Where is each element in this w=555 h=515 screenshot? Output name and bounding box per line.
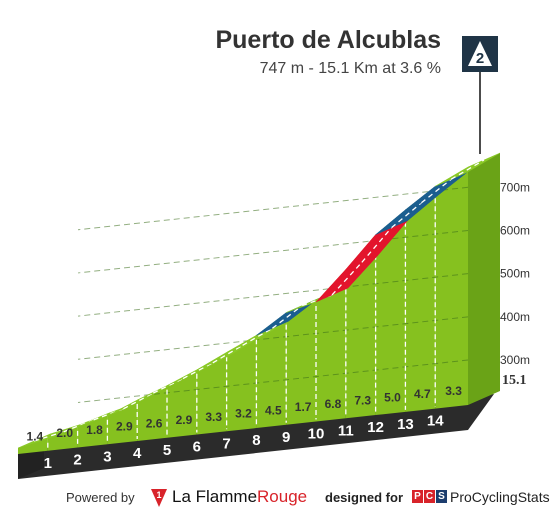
ribbon-centre-dash <box>242 327 273 346</box>
altitude-gridline <box>77 359 469 403</box>
gradient-label: 7.3 <box>354 394 371 408</box>
ribbon-centre-dash <box>182 362 214 380</box>
ribbon-centre-dash <box>391 202 422 229</box>
profile-top-ribbon <box>17 152 501 449</box>
altitude-tick-label: 600m <box>500 223 530 237</box>
km-marker-label: 9 <box>282 429 290 446</box>
altitude-tick-label: 400m <box>500 310 530 324</box>
gradient-label: 3.2 <box>235 407 252 421</box>
pcs-logo-icon: P C S <box>412 490 447 504</box>
climb-profile-chart: 1.4 2.0 1.8 2.9 2.6 2.9 3.3 3.2 4.5 1.7 6.8 7.3 5.0 4… <box>17 36 530 479</box>
gradient-label: 1.4 <box>27 429 44 443</box>
gradient-label: 6.8 <box>325 397 342 411</box>
profile-face <box>286 301 317 425</box>
km-dividers <box>47 190 436 449</box>
profile-face <box>375 209 406 416</box>
gradient-label: 2.6 <box>146 416 163 430</box>
altitude-gridline <box>77 316 469 360</box>
altitude-tick-label: 300m <box>500 353 530 367</box>
svg-text:1: 1 <box>156 490 161 500</box>
profile-face <box>47 426 78 451</box>
flamme-rouge-logo-text: La FlammeRouge <box>172 487 307 507</box>
ribbon-centre-dash <box>421 178 452 204</box>
pcs-letter-s: S <box>436 490 447 503</box>
altitude-gridline <box>77 273 469 317</box>
profile-face <box>77 415 108 448</box>
ribbon-centre-dash <box>272 305 303 329</box>
gradient-label: 2.0 <box>56 426 73 440</box>
profile-face <box>316 269 346 422</box>
gradient-label: 1.8 <box>86 423 103 437</box>
gradient-label: 2.9 <box>176 413 193 427</box>
gradient-label: 4.7 <box>414 387 431 401</box>
category-label: 2 <box>476 50 484 67</box>
ribbon-centre-dash <box>450 159 485 180</box>
climb-subtitle: 747 m - 15.1 Km at 3.6 % <box>259 60 441 77</box>
ribbon-centre-dash <box>123 392 154 410</box>
km-marker-label: 11 <box>338 422 354 439</box>
gradient-label: 1.7 <box>295 400 312 414</box>
pcs-letter-p: P <box>412 490 423 503</box>
profile-face <box>256 312 287 429</box>
ribbon-centre-dash <box>361 227 393 263</box>
distance-label: 15.1 <box>502 373 527 388</box>
altitude-tick-label: 500m <box>500 267 530 281</box>
ribbon-centre-dash <box>212 344 243 364</box>
powered-by-text: Powered by <box>66 490 135 505</box>
km-marker-label: 5 <box>163 442 171 459</box>
km-marker-label: 2 <box>73 452 81 469</box>
profile-face <box>226 335 257 432</box>
ribbon-centre-dash <box>331 261 363 296</box>
gradient-label: 5.0 <box>384 390 401 404</box>
gradient-label: 2.9 <box>116 420 133 434</box>
profile-face <box>405 186 436 412</box>
flamme-rouge-flag-icon: 1 <box>151 489 167 507</box>
km-marker-label: 14 <box>427 413 444 430</box>
profile-face <box>137 385 168 442</box>
km-marker-label: 12 <box>367 419 384 436</box>
mountain-icon <box>468 41 492 66</box>
km-marker-label: 6 <box>193 439 201 456</box>
altitude-gridline <box>77 229 469 274</box>
profile-face <box>107 400 138 445</box>
km-marker-label: 7 <box>222 435 230 452</box>
gradient-label: 4.5 <box>265 403 282 417</box>
flamme-brand-b: Rouge <box>257 487 308 506</box>
pcs-name-text: ProCyclingStats <box>450 489 550 505</box>
profile-face <box>435 167 468 409</box>
pcs-letter-c: C <box>424 490 435 503</box>
km-marker-label: 8 <box>252 432 260 449</box>
profile-base-strip <box>18 394 494 479</box>
km-marker-label: 3 <box>103 448 111 465</box>
km-marker-label: 13 <box>397 416 414 433</box>
altitude-gridline <box>77 186 469 231</box>
climb-title: Puerto de Alcublas <box>215 26 441 54</box>
altitude-tick-label: 700m <box>500 180 530 194</box>
profile-face <box>167 369 197 438</box>
altitude-gridlines <box>77 186 469 403</box>
profile-face <box>196 352 227 435</box>
labels: 1.4 2.0 1.8 2.9 2.6 2.9 3.3 3.2 4.5 1.7 6.8 7.3 5.0 4… <box>27 180 530 471</box>
gradient-label: 3.3 <box>445 384 462 398</box>
designed-for-text: designed for <box>325 490 404 505</box>
km-marker-label: 10 <box>308 426 325 443</box>
profile-right-cap <box>468 153 500 405</box>
flamme-brand-a: La Flamme <box>172 487 258 506</box>
category-badge: 2 <box>462 36 498 154</box>
km-marker-label: 4 <box>133 445 142 462</box>
gradient-label: 3.3 <box>205 410 222 424</box>
km-marker-label: 1 <box>44 455 52 472</box>
footer: Powered by 1 La FlammeRouge designed for… <box>0 485 555 511</box>
profile-face <box>18 438 48 454</box>
